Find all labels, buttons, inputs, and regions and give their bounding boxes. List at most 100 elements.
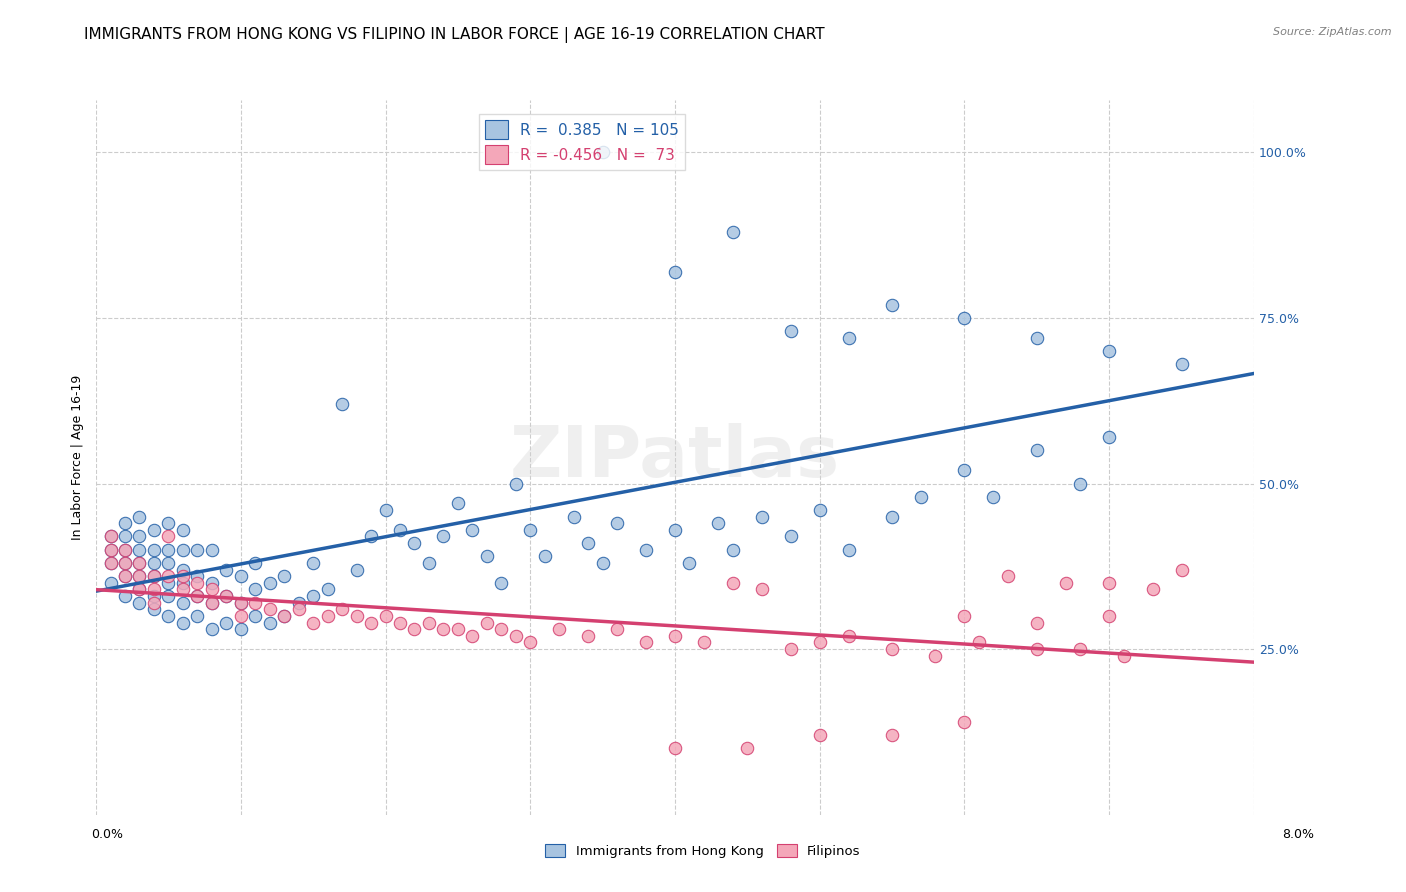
- Point: [186, 609, 208, 624]
- Point: [245, 556, 267, 570]
- Point: [172, 575, 194, 590]
- Point: [128, 529, 150, 543]
- Point: [751, 509, 773, 524]
- Point: [967, 635, 990, 649]
- Point: [245, 609, 267, 624]
- Legend: Immigrants from Hong Kong, Filipinos: Immigrants from Hong Kong, Filipinos: [540, 838, 866, 863]
- Point: [114, 529, 136, 543]
- Text: IMMIGRANTS FROM HONG KONG VS FILIPINO IN LABOR FORCE | AGE 16-19 CORRELATION CHA: IMMIGRANTS FROM HONG KONG VS FILIPINO IN…: [84, 27, 825, 43]
- Point: [302, 556, 325, 570]
- Point: [201, 542, 224, 557]
- Point: [548, 622, 571, 636]
- Point: [447, 622, 470, 636]
- Point: [678, 556, 700, 570]
- Point: [330, 602, 353, 616]
- Point: [100, 575, 122, 590]
- Point: [201, 575, 224, 590]
- Point: [1025, 615, 1047, 630]
- Point: [229, 596, 252, 610]
- Point: [664, 741, 686, 756]
- Point: [128, 569, 150, 583]
- Point: [201, 582, 224, 597]
- Point: [838, 629, 860, 643]
- Point: [186, 575, 208, 590]
- Point: [432, 529, 454, 543]
- Point: [100, 542, 122, 557]
- Point: [808, 728, 831, 742]
- Point: [475, 615, 498, 630]
- Point: [576, 629, 599, 643]
- Point: [461, 523, 484, 537]
- Point: [1098, 344, 1121, 359]
- Point: [1025, 642, 1047, 657]
- Point: [388, 523, 411, 537]
- Point: [1170, 563, 1192, 577]
- Point: [880, 298, 903, 312]
- Point: [533, 549, 555, 564]
- Point: [273, 569, 295, 583]
- Point: [838, 331, 860, 345]
- Point: [100, 529, 122, 543]
- Point: [808, 503, 831, 517]
- Point: [447, 496, 470, 510]
- Point: [606, 622, 628, 636]
- Point: [186, 589, 208, 603]
- Point: [114, 556, 136, 570]
- Point: [245, 582, 267, 597]
- Point: [229, 622, 252, 636]
- Point: [157, 575, 180, 590]
- Point: [953, 311, 976, 326]
- Point: [302, 589, 325, 603]
- Point: [100, 556, 122, 570]
- Point: [461, 629, 484, 643]
- Point: [360, 615, 382, 630]
- Point: [100, 542, 122, 557]
- Point: [707, 516, 730, 531]
- Point: [114, 589, 136, 603]
- Point: [360, 529, 382, 543]
- Point: [1069, 476, 1091, 491]
- Point: [128, 582, 150, 597]
- Point: [215, 589, 238, 603]
- Point: [287, 602, 309, 616]
- Point: [172, 523, 194, 537]
- Point: [779, 324, 801, 338]
- Point: [388, 615, 411, 630]
- Point: [201, 622, 224, 636]
- Point: [157, 589, 180, 603]
- Y-axis label: In Labor Force | Age 16-19: In Labor Force | Age 16-19: [72, 375, 84, 540]
- Point: [273, 609, 295, 624]
- Point: [592, 145, 614, 160]
- Point: [404, 536, 426, 550]
- Point: [475, 549, 498, 564]
- Point: [1054, 575, 1077, 590]
- Point: [172, 615, 194, 630]
- Point: [1142, 582, 1164, 597]
- Point: [418, 556, 440, 570]
- Point: [505, 476, 527, 491]
- Point: [287, 596, 309, 610]
- Text: 0.0%: 0.0%: [91, 828, 124, 840]
- Point: [142, 556, 165, 570]
- Point: [1112, 648, 1135, 663]
- Point: [664, 265, 686, 279]
- Point: [330, 397, 353, 411]
- Point: [997, 569, 1019, 583]
- Point: [142, 589, 165, 603]
- Point: [374, 503, 396, 517]
- Point: [114, 542, 136, 557]
- Point: [953, 463, 976, 477]
- Point: [880, 642, 903, 657]
- Point: [953, 714, 976, 729]
- Point: [142, 569, 165, 583]
- Point: [953, 609, 976, 624]
- Point: [880, 728, 903, 742]
- Point: [114, 516, 136, 531]
- Point: [157, 529, 180, 543]
- Point: [418, 615, 440, 630]
- Point: [880, 509, 903, 524]
- Point: [346, 563, 368, 577]
- Point: [172, 563, 194, 577]
- Text: ZIPatlas: ZIPatlas: [510, 423, 839, 491]
- Point: [172, 582, 194, 597]
